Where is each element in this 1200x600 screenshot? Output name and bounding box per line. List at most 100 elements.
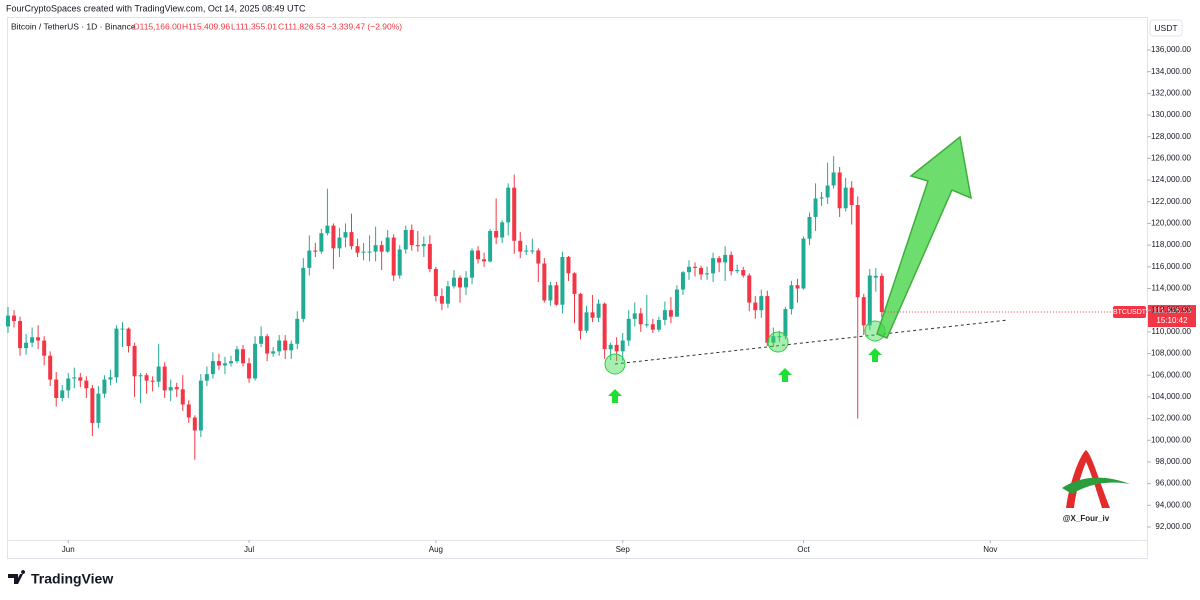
x-tick-label: Jun bbox=[62, 545, 75, 554]
candle-body bbox=[445, 286, 450, 304]
legend-symbol: Bitcoin / TetherUS · 1D · Binance bbox=[11, 21, 136, 31]
candle-body bbox=[192, 417, 197, 431]
candle-body bbox=[602, 303, 607, 350]
candle-body bbox=[277, 340, 282, 352]
candle-body bbox=[861, 297, 866, 326]
legend-high: H115,409.96 bbox=[182, 21, 230, 31]
price-label: 111,826.53 bbox=[1153, 306, 1192, 315]
x-tick-label: Sep bbox=[616, 545, 631, 554]
countdown: 15:10:42 bbox=[1156, 316, 1188, 325]
candle-body bbox=[156, 366, 161, 382]
x-tick-label: Aug bbox=[429, 545, 443, 554]
candle-body bbox=[759, 296, 764, 311]
brand-logo bbox=[8, 570, 26, 584]
candle-body bbox=[228, 361, 233, 364]
candle-body bbox=[476, 250, 481, 260]
legend-close: C111,826.53 bbox=[278, 21, 326, 31]
candle-body bbox=[831, 172, 836, 186]
candle-body bbox=[150, 380, 155, 382]
candle-body bbox=[843, 187, 848, 209]
candle-body bbox=[18, 321, 23, 349]
candle-body bbox=[198, 380, 203, 431]
candle-body bbox=[807, 216, 812, 239]
candle-body bbox=[6, 315, 10, 327]
candle-body bbox=[747, 275, 752, 303]
candle-body bbox=[391, 237, 396, 276]
y-tick-label: 114,000.00 bbox=[1152, 284, 1192, 293]
symbol-label: BTCUSDT bbox=[1113, 309, 1147, 316]
candle-body bbox=[717, 258, 722, 263]
candle-body bbox=[373, 245, 378, 252]
candle-body bbox=[289, 343, 294, 351]
candle-body bbox=[78, 377, 83, 381]
y-tick-label: 130,000.00 bbox=[1151, 110, 1192, 119]
candle-body bbox=[873, 275, 878, 278]
candle-body bbox=[222, 363, 227, 366]
candle-body bbox=[427, 244, 432, 269]
candle-body bbox=[590, 312, 595, 318]
logo-swoosh bbox=[1062, 477, 1130, 494]
candle-body bbox=[72, 377, 77, 379]
y-tick-label: 116,000.00 bbox=[1152, 262, 1192, 271]
candle-body bbox=[403, 229, 408, 250]
logo-shape bbox=[1066, 450, 1110, 508]
candle-body bbox=[235, 349, 240, 362]
y-tick-label: 110,000.00 bbox=[1152, 327, 1192, 336]
candle-body bbox=[132, 345, 137, 377]
candle-body bbox=[825, 185, 830, 198]
y-tick-label: 134,000.00 bbox=[1151, 67, 1192, 76]
candle-body bbox=[30, 337, 35, 343]
candle-body bbox=[512, 187, 517, 241]
y-tick-label: 100,000.00 bbox=[1151, 435, 1192, 444]
y-tick-label: 120,000.00 bbox=[1151, 219, 1192, 228]
y-tick-label: 132,000.00 bbox=[1151, 88, 1192, 97]
candle-body bbox=[409, 229, 414, 246]
candle-body bbox=[482, 259, 487, 262]
candle-body bbox=[168, 387, 173, 391]
candle-body bbox=[693, 266, 698, 268]
candle-body bbox=[355, 246, 360, 253]
candle-body bbox=[42, 340, 47, 356]
candle-body bbox=[385, 237, 390, 252]
y-tick-label: 122,000.00 bbox=[1151, 197, 1192, 206]
candle-body bbox=[837, 172, 842, 209]
y-tick-label: 92,000.00 bbox=[1155, 522, 1191, 531]
candle-body bbox=[283, 340, 288, 351]
candle-body bbox=[379, 245, 384, 252]
candle-body bbox=[500, 222, 505, 238]
up-arrow bbox=[778, 368, 792, 382]
symbol-box bbox=[1113, 306, 1146, 319]
currency: USDT bbox=[1154, 23, 1177, 33]
candle-body bbox=[421, 244, 426, 247]
candle-body bbox=[711, 258, 716, 274]
candle-body bbox=[626, 318, 631, 341]
candle-body bbox=[753, 302, 758, 311]
candle-body bbox=[367, 251, 372, 253]
candle-body bbox=[741, 270, 746, 276]
candle-body bbox=[494, 231, 499, 238]
candle-body bbox=[578, 293, 583, 331]
support-circle bbox=[767, 331, 789, 353]
candle-body bbox=[596, 303, 601, 318]
candle-body bbox=[548, 285, 553, 301]
candle-body bbox=[620, 340, 625, 352]
candle-body bbox=[705, 273, 710, 275]
candle-body bbox=[686, 266, 691, 273]
y-tick-label: 126,000.00 bbox=[1151, 154, 1192, 163]
candle-body bbox=[174, 387, 179, 390]
candle-body bbox=[307, 250, 312, 268]
candle-body bbox=[96, 393, 101, 423]
candle-body bbox=[662, 310, 667, 320]
credit: FourCryptoSpaces created with TradingVie… bbox=[6, 3, 306, 13]
candle-body bbox=[343, 232, 348, 238]
y-tick-label: 98,000.00 bbox=[1155, 457, 1191, 466]
candle-body bbox=[54, 379, 59, 398]
candle-body bbox=[120, 328, 125, 330]
candle-body bbox=[584, 312, 589, 331]
y-tick-label: 96,000.00 bbox=[1155, 479, 1191, 488]
candle-body bbox=[572, 273, 577, 294]
candle-body bbox=[765, 296, 770, 343]
y-tick-label: 136,000.00 bbox=[1151, 45, 1192, 54]
